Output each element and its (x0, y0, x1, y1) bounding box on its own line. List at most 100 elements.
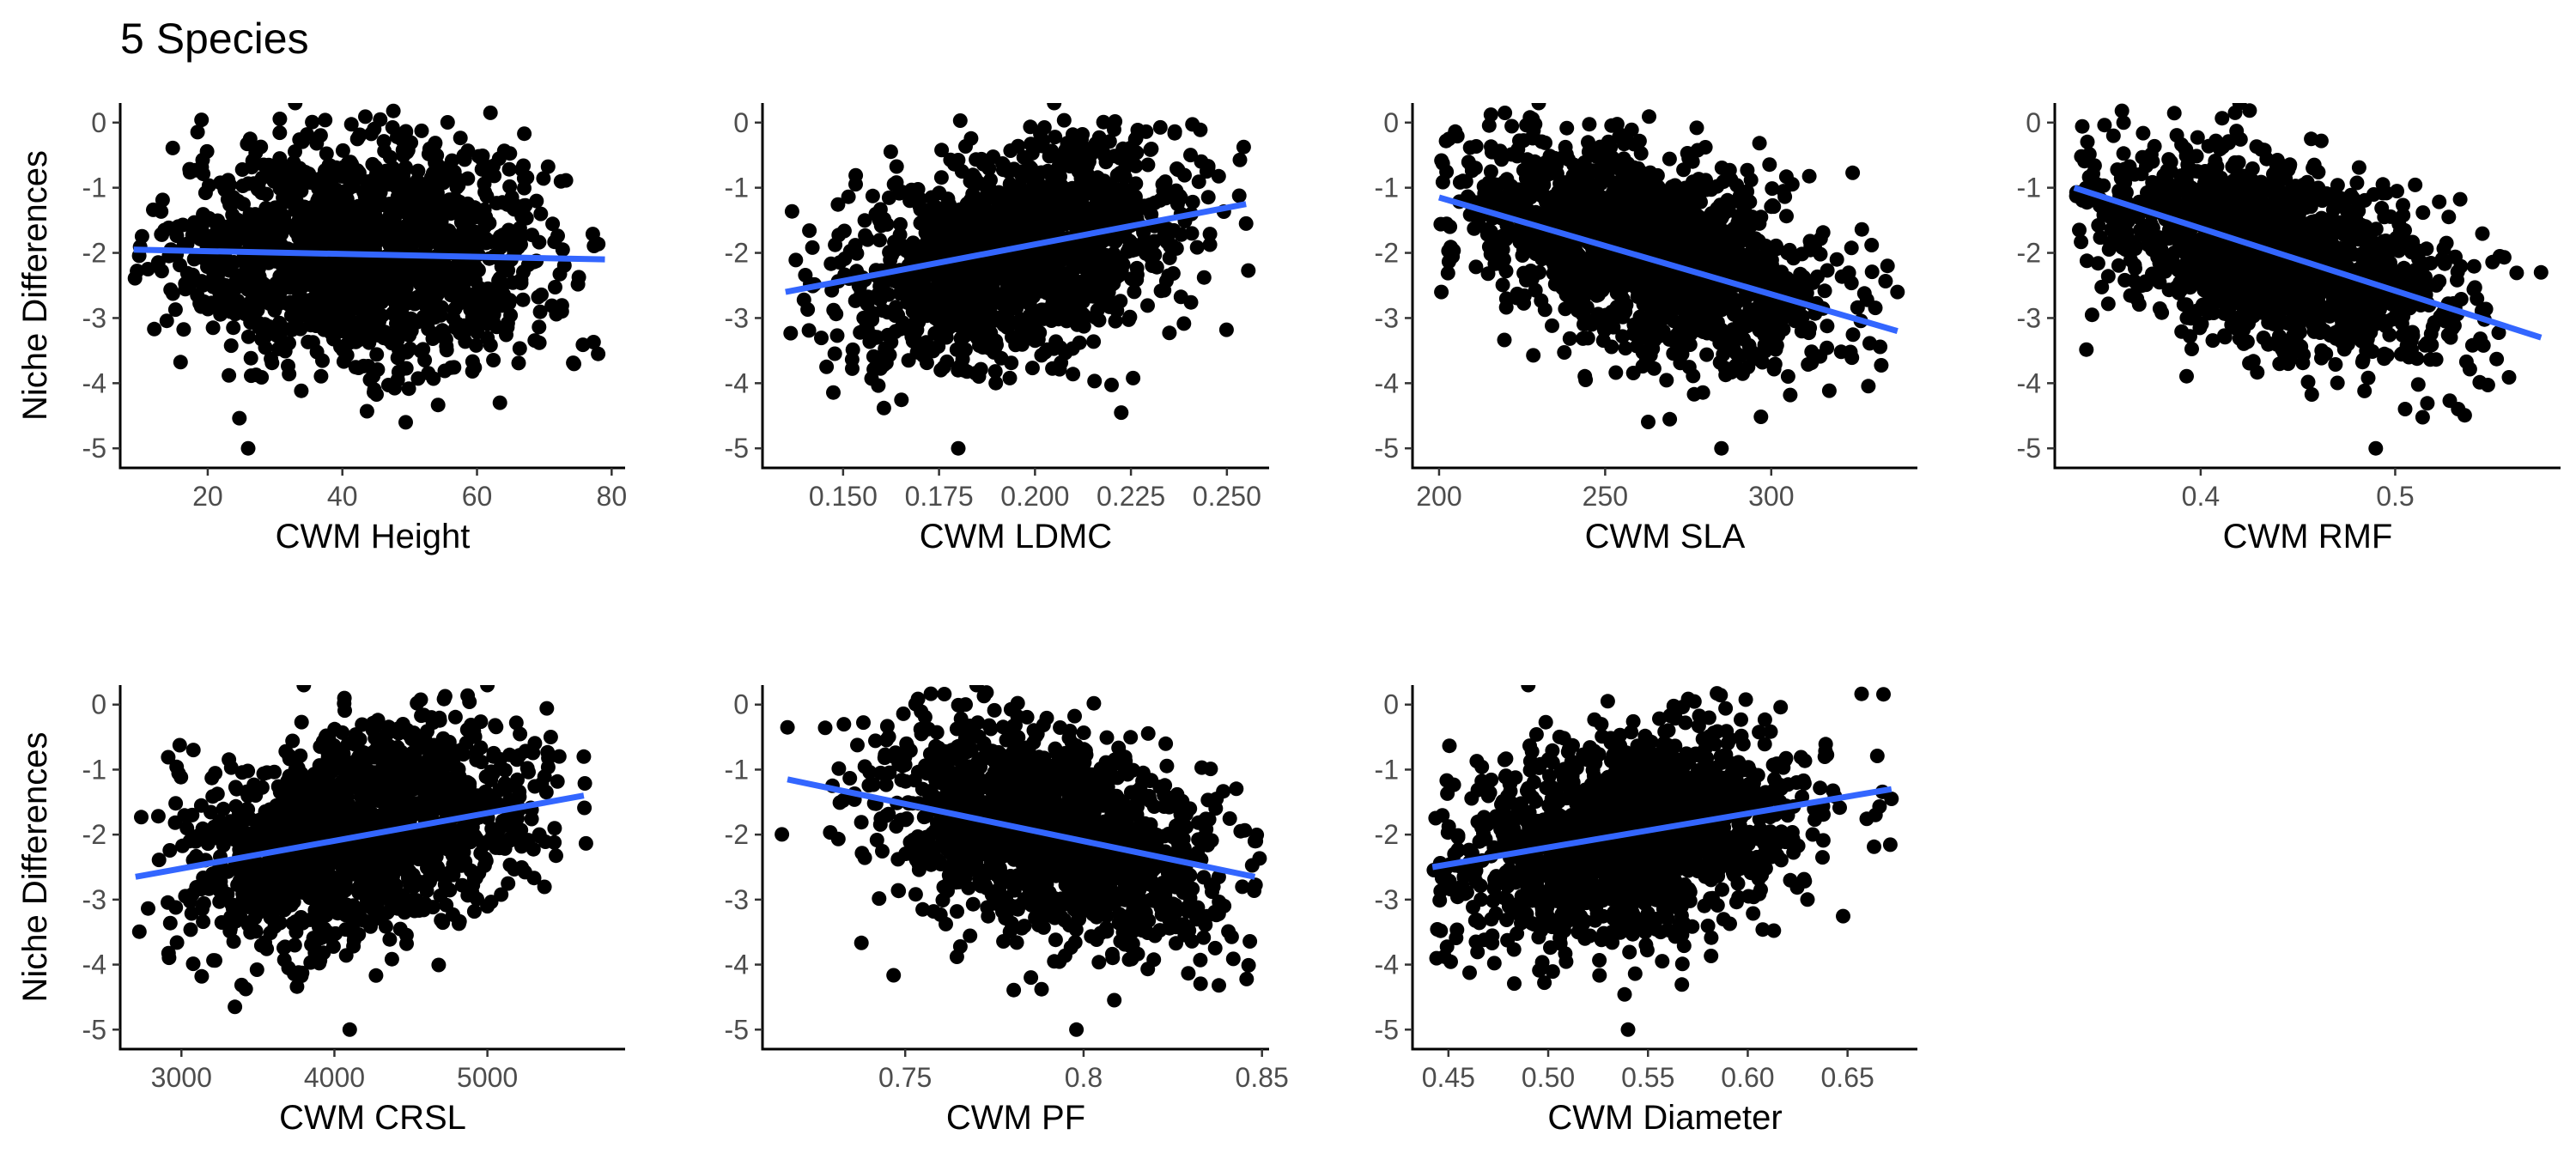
data-point (1804, 344, 1820, 360)
data-point (155, 192, 170, 208)
data-point (1558, 139, 1573, 155)
data-point (927, 311, 943, 325)
data-point (951, 440, 966, 456)
data-point (213, 306, 228, 322)
data-point (288, 144, 302, 160)
data-point (516, 264, 531, 280)
data-point (976, 313, 992, 329)
data-point (1794, 324, 1809, 339)
data-point (878, 341, 893, 356)
x-tick-label: 0.175 (905, 481, 974, 512)
data-point (1241, 263, 1256, 278)
data-point (848, 177, 863, 192)
data-point (366, 368, 381, 384)
y-tick-label: -2 (725, 238, 749, 269)
data-point (2136, 125, 2151, 141)
data-point (1127, 284, 1142, 300)
data-point (951, 282, 965, 298)
data-point (352, 127, 368, 143)
data-point (1200, 190, 1216, 205)
data-point (373, 112, 388, 127)
data-point (1694, 251, 1710, 266)
data-point (1613, 174, 1628, 190)
data-point (1569, 197, 1584, 213)
data-point (146, 202, 161, 217)
data-point (2472, 374, 2488, 390)
data-point (1048, 130, 1063, 145)
data-point (386, 103, 401, 118)
data-point (242, 131, 258, 147)
data-point (1174, 227, 1189, 242)
data-point (814, 331, 829, 346)
data-point (1743, 260, 1759, 276)
data-point (1043, 304, 1059, 319)
data-point (2466, 258, 2482, 274)
data-point (784, 203, 799, 219)
data-point (1236, 139, 1251, 155)
data-point (1002, 195, 1018, 210)
data-point (1183, 294, 1199, 310)
data-point (1066, 282, 1081, 298)
y-tick-label: -1 (1375, 173, 1399, 203)
data-point (1032, 258, 1048, 272)
data-point (358, 109, 373, 124)
data-point (1662, 151, 1677, 167)
data-point (140, 262, 155, 276)
data-point (1481, 118, 1497, 133)
data-point (1516, 288, 1532, 303)
data-point (2100, 296, 2116, 312)
data-point (1128, 130, 1144, 146)
data-point (1604, 118, 1619, 133)
data-point (1153, 283, 1169, 299)
data-point (413, 343, 428, 359)
data-point (377, 325, 392, 340)
data-point (1441, 131, 1456, 147)
data-point (545, 216, 561, 232)
data-point (307, 221, 322, 236)
data-point (1764, 199, 1779, 215)
data-point (1000, 260, 1016, 276)
y-axis-title: Niche Differences (16, 150, 54, 421)
data-point (1613, 214, 1628, 228)
data-point (933, 362, 949, 378)
data-point (1107, 122, 1121, 137)
data-point (1497, 332, 1512, 348)
data-point (1080, 167, 1095, 182)
data-point (1016, 183, 1031, 198)
data-point (829, 328, 845, 343)
data-point (1820, 319, 1835, 334)
data-point (212, 292, 228, 307)
data-point (1140, 298, 1155, 313)
data-point (254, 185, 269, 200)
data-point (1086, 288, 1102, 304)
data-point (901, 353, 916, 368)
data-point (1047, 103, 1062, 111)
data-point (1542, 167, 1558, 181)
data-point (165, 286, 180, 301)
data-point (1483, 107, 1498, 123)
data-point (1045, 361, 1060, 376)
data-point (1765, 181, 1780, 197)
data-point (1557, 345, 1572, 360)
x-tick-label: 40 (327, 481, 358, 512)
data-point (876, 400, 891, 416)
data-point (1071, 150, 1086, 165)
data-point (823, 256, 839, 271)
data-point (1189, 240, 1205, 255)
x-tick-label: 0.150 (809, 481, 878, 512)
data-point (1093, 262, 1109, 277)
data-point (952, 113, 968, 128)
data-point (429, 298, 445, 313)
data-point (374, 308, 390, 324)
data-point (430, 397, 446, 413)
data-point (984, 224, 999, 240)
data-point (222, 367, 237, 383)
data-point (1211, 168, 1226, 184)
data-point (411, 230, 427, 246)
data-point (550, 228, 565, 244)
y-tick-label: -3 (725, 302, 749, 333)
data-point (1817, 283, 1832, 299)
data-point (1649, 208, 1664, 223)
data-point (1618, 341, 1633, 356)
